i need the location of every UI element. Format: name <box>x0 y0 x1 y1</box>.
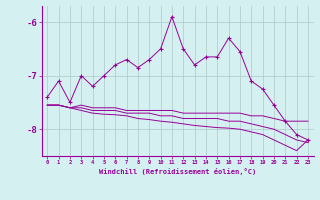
X-axis label: Windchill (Refroidissement éolien,°C): Windchill (Refroidissement éolien,°C) <box>99 168 256 175</box>
